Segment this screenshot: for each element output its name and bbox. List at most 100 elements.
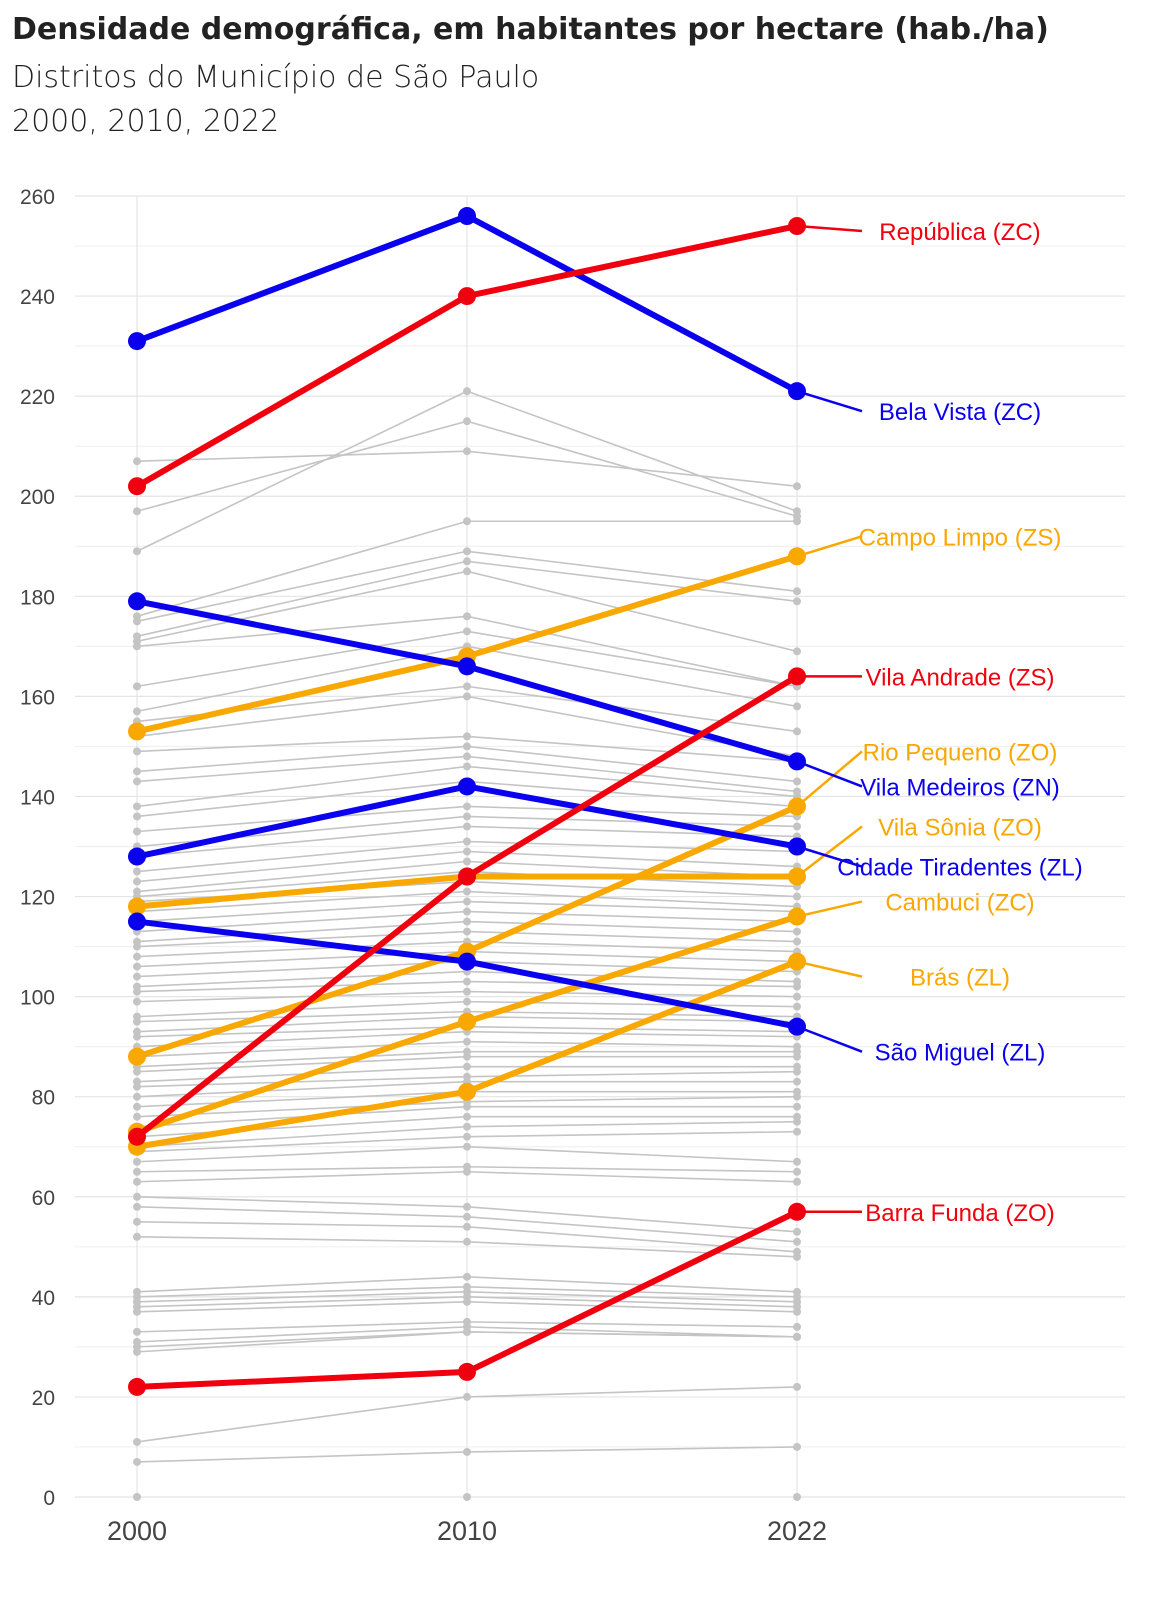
background-point: [793, 1067, 801, 1076]
background-point: [793, 1322, 801, 1331]
background-point: [463, 547, 471, 556]
background-point: [133, 1112, 141, 1121]
background-point: [463, 1327, 471, 1336]
series-point: [128, 332, 146, 351]
x-axis: 2000 2010 2022: [107, 1516, 827, 1546]
background-point: [133, 1082, 141, 1091]
background-point: [133, 997, 141, 1006]
background-point: [793, 1237, 801, 1246]
background-point: [133, 1102, 141, 1111]
background-point: [133, 952, 141, 961]
series-label: Campo Limpo (ZS): [859, 524, 1062, 551]
background-point: [463, 682, 471, 691]
series-label: Cidade Tiradentes (ZL): [837, 855, 1082, 882]
grid: [75, 195, 1125, 1498]
label-leader-line: [796, 1025, 863, 1053]
background-point: [133, 812, 141, 821]
x-tick-label: 2000: [107, 1516, 167, 1546]
background-point: [793, 482, 801, 491]
background-point: [793, 1307, 801, 1316]
series-label: Bela Vista (ZC): [879, 399, 1041, 426]
background-point: [463, 447, 471, 456]
background-point: [463, 1392, 471, 1401]
series-label: Vila Medeiros (ZN): [860, 774, 1060, 801]
y-tick-label: 60: [32, 1187, 55, 1210]
background-point: [793, 1117, 801, 1126]
y-tick-label: 160: [20, 686, 55, 709]
background-point: [463, 1142, 471, 1151]
background-point: [463, 1167, 471, 1176]
background-point: [133, 1202, 141, 1211]
background-point: [133, 827, 141, 836]
background-point: [133, 942, 141, 951]
background-point: [463, 897, 471, 906]
background-point: [793, 702, 801, 711]
background-point: [793, 777, 801, 786]
y-tick-label: 100: [20, 987, 55, 1010]
background-point: [133, 1493, 141, 1501]
label-leader-line: [796, 960, 863, 978]
background-point: [793, 1127, 801, 1136]
background-point: [463, 1493, 471, 1501]
series-point: [128, 477, 146, 496]
background-point: [133, 1177, 141, 1186]
series-point: [128, 847, 146, 866]
y-tick-label: 260: [20, 186, 55, 209]
background-point: [463, 517, 471, 526]
background-point: [463, 822, 471, 831]
background-point: [463, 857, 471, 866]
background-point: [133, 457, 141, 466]
background-point: [133, 802, 141, 811]
background-point: [793, 1077, 801, 1086]
background-point: [133, 747, 141, 756]
background-point: [133, 682, 141, 691]
background-point: [463, 387, 471, 396]
background-point: [463, 742, 471, 751]
y-tick-label: 120: [20, 887, 55, 910]
label-leader-line: [796, 845, 863, 868]
highlighted-series: [128, 207, 806, 1396]
background-point: [463, 907, 471, 916]
background-point: [463, 812, 471, 821]
y-tick-label: 140: [20, 786, 55, 809]
background-point: [463, 987, 471, 996]
background-point: [133, 707, 141, 716]
background-point: [793, 927, 801, 936]
background-point: [463, 927, 471, 936]
background-point: [133, 972, 141, 981]
background-point: [793, 1332, 801, 1341]
background-point: [793, 1442, 801, 1451]
background-point: [463, 1122, 471, 1131]
series-point: [458, 777, 476, 796]
background-point: [133, 1307, 141, 1316]
background-point: [463, 802, 471, 811]
background-point: [793, 1102, 801, 1111]
label-leader-line: [796, 760, 863, 788]
series-point: [128, 1047, 146, 1066]
series-label: Rio Pequeno (ZO): [863, 739, 1058, 766]
series-point: [128, 1127, 146, 1146]
series-label: Brás (ZL): [910, 965, 1010, 992]
series-point: [458, 287, 476, 306]
background-point: [463, 557, 471, 566]
background-point: [793, 982, 801, 991]
background-point: [133, 1167, 141, 1176]
background-point: [133, 1032, 141, 1041]
series-label: Barra Funda (ZO): [865, 1200, 1054, 1227]
background-point: [133, 1232, 141, 1241]
y-tick-label: 180: [20, 586, 55, 609]
background-point: [463, 1202, 471, 1211]
series-point: [458, 1362, 476, 1381]
background-point: [463, 1112, 471, 1121]
x-tick-label: 2010: [437, 1516, 497, 1546]
background-point: [463, 1272, 471, 1281]
y-tick-label: 40: [32, 1287, 55, 1310]
label-leader-line: [796, 389, 863, 413]
label-leader-line: [796, 535, 863, 558]
series-point: [458, 867, 476, 886]
background-point: [793, 1002, 801, 1011]
background-point: [463, 1237, 471, 1246]
background-point: [793, 1177, 801, 1186]
background-point: [463, 837, 471, 846]
label-leader-line: [796, 900, 863, 918]
